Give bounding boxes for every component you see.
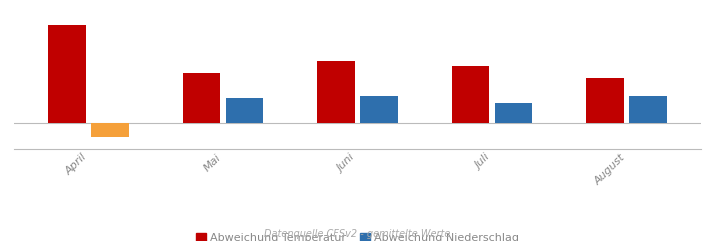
Bar: [629, 96, 667, 123]
Bar: [182, 73, 220, 123]
Bar: [48, 25, 86, 123]
Bar: [495, 103, 533, 123]
Legend: Abweichung Temperatur, Abweichung Niederschlag: Abweichung Temperatur, Abweichung Nieder…: [192, 229, 523, 241]
Bar: [91, 123, 129, 137]
Bar: [452, 66, 489, 123]
Bar: [226, 98, 263, 123]
Bar: [317, 60, 355, 123]
Bar: [360, 96, 398, 123]
Bar: [586, 78, 624, 123]
Text: Datenquelle CFSv2 - gemittelte Werte: Datenquelle CFSv2 - gemittelte Werte: [265, 229, 450, 239]
